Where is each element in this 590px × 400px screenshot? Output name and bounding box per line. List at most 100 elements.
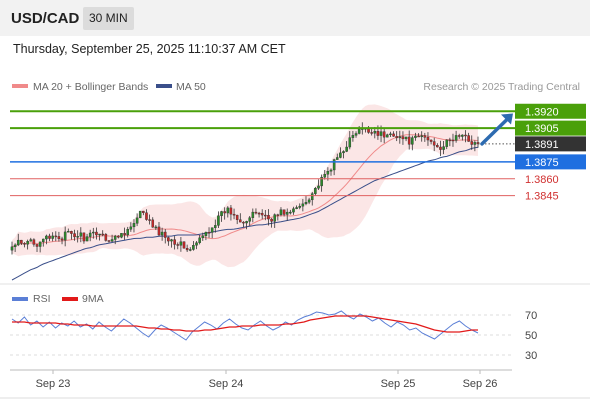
candle-body [373,131,377,134]
candle-body [67,231,70,233]
candle-body [407,136,411,145]
legend-label-rsi-ma: 9MA [82,293,104,305]
candle-body [223,211,226,214]
candle-body [182,241,186,249]
candle-body [267,215,270,220]
candle-body [48,235,51,239]
candle-body [298,205,302,208]
candle-body [329,169,333,172]
candle-body [167,237,170,242]
candle-body [323,174,327,178]
candle-body [51,235,54,239]
candle-body [198,237,201,243]
level-1.3875: 1.3875 [10,154,586,170]
candle-body [10,246,14,251]
candle-body [457,135,461,137]
time-tick-label: Sep 26 [463,378,498,390]
candle-body [101,233,104,236]
current-price-label: 1.3891 [525,139,559,151]
level-1.3891: 1.3891 [478,136,586,152]
candle-body [307,199,311,203]
time-axis: Sep 23 Sep 24 Sep 25 Sep 26 [36,370,498,390]
candle-body [207,232,211,234]
candle-body [26,241,29,245]
rsi-tick-label: 30 [525,350,537,362]
candle-body [235,214,239,220]
candle-body [195,242,198,246]
candle-body [273,214,276,222]
legend-swatch-ma50 [156,84,172,88]
legend-label-ma50: MA 50 [176,81,206,93]
candle-body [79,232,83,237]
candle-body [188,249,192,251]
candle-body [326,171,330,175]
forecast-arrow-shaft [480,115,511,146]
ma20-line [11,134,479,248]
candle-body [142,210,145,213]
target-label-box [515,120,586,136]
candle-body [160,231,164,236]
candle-body [357,128,361,134]
candle-body [251,211,255,218]
candle-body [429,139,433,142]
forecast-arrow-head [501,113,513,125]
candle-body [88,232,92,237]
candle-body [170,239,173,242]
candle-body [138,210,142,219]
candle-body [432,141,436,146]
candle-body [135,217,139,224]
timeframe-button[interactable]: 30 MIN [83,7,134,30]
candle-body [157,226,161,236]
candle-body [279,209,283,215]
header-bar: USD/CAD 30 MIN [0,0,590,36]
candle-body [285,211,289,215]
candle-body [217,215,220,226]
candle-body [132,223,136,228]
legend-label-ma20: MA 20 + Bollinger Bands [33,81,148,93]
time-tick-label: Sep 25 [381,378,416,390]
candle-body [92,231,95,234]
support-label: 1.3845 [525,191,559,203]
rsi-plot: 70 50 30 [10,310,537,362]
level-1.3905: 1.3905 [10,120,586,136]
candle-body [282,209,286,215]
candle-body [442,146,445,150]
candle-body [120,233,123,238]
candle-body [204,232,208,236]
candle-body [454,135,458,141]
candle-body [245,221,248,224]
candle-body [201,235,205,239]
candle-body [426,137,430,141]
candle-body [401,136,405,140]
candle-body [185,248,189,251]
candle-body [257,212,261,215]
candle-body [423,135,427,138]
candle-body [289,211,292,214]
datetime-label: Thursday, September 25, 2025 11:10:37 AM… [13,42,286,56]
support-label: 1.3860 [525,174,559,186]
candle-body [248,217,251,222]
candle-body [392,133,395,137]
level-1.3845: 1.3845 [10,191,559,203]
candle-body [226,207,230,214]
candle-body [107,240,111,242]
candle-body [210,227,214,233]
candle-body [113,235,117,240]
candle-body [448,139,452,142]
ma50-line [11,146,479,281]
candle-body [254,211,258,214]
legend-label-rsi: RSI [33,293,51,305]
pivot-label-box [515,154,586,170]
candle-body [332,159,336,171]
candle-body [214,225,217,228]
pivot-label: 1.3875 [525,157,559,169]
candle-body [104,233,108,241]
candle-body [342,151,345,154]
rsi-ma-line [12,315,478,333]
candle-body [176,244,180,246]
level-1.3920: 1.3920 [10,103,586,119]
time-tick-label: Sep 23 [36,378,71,390]
candle-body [389,133,392,136]
candle-body [242,221,245,224]
